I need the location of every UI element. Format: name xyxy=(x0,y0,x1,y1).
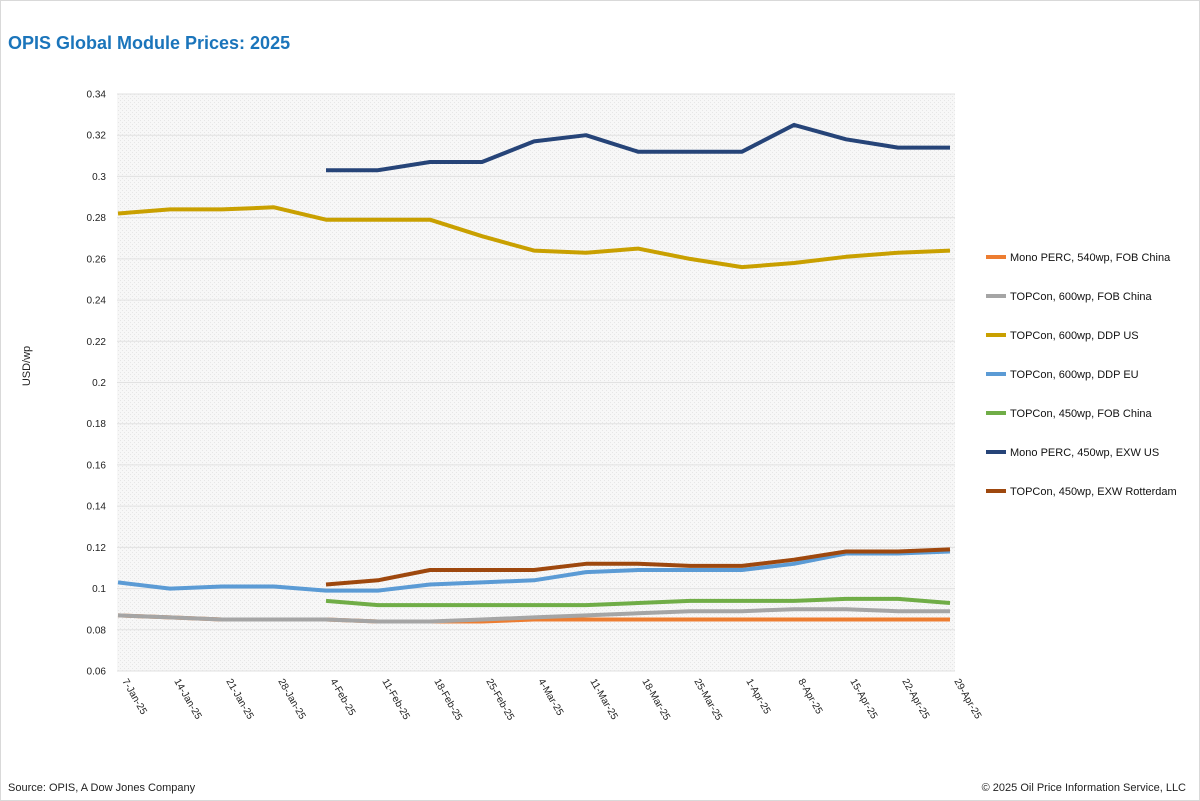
y-tick-label: 0.24 xyxy=(87,296,107,307)
x-tick-label: 7-Jan-25 xyxy=(119,677,148,717)
y-tick-label: 0.18 xyxy=(87,419,107,430)
y-tick-label: 0.26 xyxy=(87,254,107,265)
x-tick-label: 4-Mar-25 xyxy=(535,677,565,718)
series-lines xyxy=(117,122,951,624)
series-line-3 xyxy=(117,549,951,593)
y-tick-label: 0.12 xyxy=(87,543,107,554)
chart-title: OPIS Global Module Prices: 2025 xyxy=(8,33,291,53)
series-line-1 xyxy=(117,607,950,624)
legend-entry-label: TOPCon, 450wp, FOB China xyxy=(1010,408,1153,420)
x-tick-label: 11-Feb-25 xyxy=(379,677,411,722)
y-tick-label: 0.08 xyxy=(87,625,107,636)
y-tick-label: 0.22 xyxy=(87,337,107,348)
legend-entry-label: Mono PERC, 450wp, EXW US xyxy=(1010,447,1159,459)
y-tick-label: 0.1 xyxy=(92,584,106,595)
legend-entry-label: TOPCon, 450wp, EXW Rotterdam xyxy=(1010,486,1177,498)
x-tick-label: 29-Apr-25 xyxy=(951,677,983,721)
x-tick-label: 21-Jan-25 xyxy=(223,677,255,722)
series-line-5 xyxy=(326,122,950,173)
series-line-2 xyxy=(117,205,951,270)
y-tick-label: 0.28 xyxy=(87,213,107,224)
x-tick-label: 25-Mar-25 xyxy=(691,677,724,723)
y-axis-label: USD/wp xyxy=(21,346,33,386)
gridlines xyxy=(117,93,955,672)
y-tick-label: 0.3 xyxy=(92,172,106,183)
x-axis-ticks: 7-Jan-25 14-Jan-25 21-Jan-25 28-Jan-25 4-Feb… xyxy=(119,677,983,723)
y-axis-ticks: 0.06 0.08 0.1 0.12 0.14 0.16 0.18 0.2 0.22 0.24 0.… xyxy=(87,90,107,678)
y-tick-label: 0.14 xyxy=(87,502,107,513)
y-tick-label: 0.16 xyxy=(87,460,107,471)
x-tick-label: 4-Feb-25 xyxy=(327,677,357,718)
x-tick-label: 14-Jan-25 xyxy=(171,677,203,722)
y-tick-label: 0.32 xyxy=(87,131,107,142)
x-tick-label: 8-Apr-25 xyxy=(795,677,824,717)
x-tick-label: 18-Feb-25 xyxy=(431,677,464,723)
legend-entry-label: TOPCon, 600wp, DDP EU xyxy=(1010,369,1139,381)
x-tick-label: 15-Apr-25 xyxy=(847,677,879,721)
x-tick-label: 28-Jan-25 xyxy=(275,677,307,722)
y-tick-label: 0.2 xyxy=(92,378,106,389)
copyright-note: © 2025 Oil Price Information Service, LL… xyxy=(981,782,1186,794)
series-line-6 xyxy=(325,547,951,587)
legend: Mono PERC, 540wp, FOB China TOPCon, 600wp… xyxy=(986,252,1177,498)
legend-entry-label: Mono PERC, 540wp, FOB China xyxy=(1010,252,1171,264)
y-tick-label: 0.06 xyxy=(87,667,107,678)
legend-entry-label: TOPCon, 600wp, DDP US xyxy=(1010,330,1139,342)
source-note: Source: OPIS, A Dow Jones Company xyxy=(8,782,196,794)
x-tick-label: 22-Apr-25 xyxy=(899,677,931,721)
series-line-4 xyxy=(325,596,951,608)
x-tick-label: 1-Apr-25 xyxy=(743,677,772,717)
x-tick-label: 25-Feb-25 xyxy=(483,677,516,723)
legend-entry-label: TOPCon, 600wp, FOB China xyxy=(1010,291,1153,303)
x-tick-label: 18-Mar-25 xyxy=(639,677,672,723)
x-tick-label: 11-Mar-25 xyxy=(587,677,619,722)
y-tick-label: 0.34 xyxy=(87,90,107,101)
